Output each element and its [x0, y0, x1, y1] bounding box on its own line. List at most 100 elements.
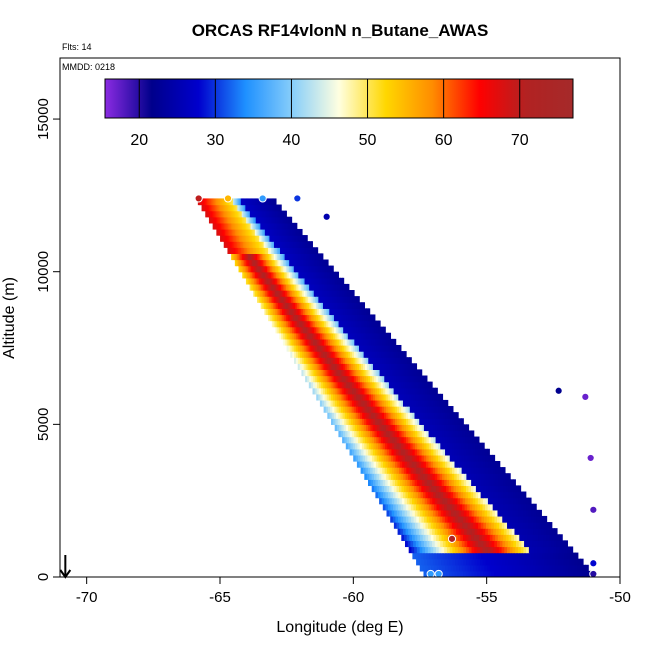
- heatmap-cell: [284, 302, 288, 309]
- heatmap-cell: [400, 503, 404, 511]
- heatmap-cell: [324, 399, 327, 407]
- heatmap-cell: [381, 357, 385, 364]
- heatmap-cell: [568, 564, 572, 572]
- heatmap-cell: [541, 522, 545, 529]
- heatmap-cell: [273, 228, 276, 236]
- heatmap-cell: [573, 570, 577, 577]
- heatmap-cell: [417, 534, 421, 541]
- heatmap-cell: [279, 216, 282, 224]
- heatmap-cell: [438, 522, 442, 529]
- heatmap-cell: [456, 552, 460, 560]
- heatmap-cell: [325, 290, 328, 297]
- heatmap-cell: [283, 308, 287, 316]
- heatmap-cell: [374, 338, 378, 346]
- heatmap-cell: [383, 332, 386, 340]
- heatmap-cell: [351, 393, 355, 401]
- heatmap-cell: [362, 454, 366, 462]
- heatmap-cell: [399, 436, 402, 444]
- heatmap-cell: [247, 198, 250, 206]
- heatmap-cell: [385, 344, 389, 352]
- heatmap-cell: [319, 277, 322, 285]
- heatmap-cell: [393, 473, 397, 480]
- heatmap-cell: [304, 308, 308, 316]
- heatmap-cell: [265, 259, 269, 267]
- heatmap-cell: [451, 503, 455, 511]
- heatmap-cell: [236, 247, 239, 254]
- heatmap-cell: [436, 412, 440, 419]
- heatmap-cell: [294, 277, 297, 285]
- heatmap-cell: [329, 412, 333, 419]
- heatmap-cell: [376, 375, 379, 383]
- heatmap-cell: [508, 570, 512, 577]
- heatmap-cell: [331, 387, 334, 395]
- heatmap-cell: [339, 387, 343, 395]
- heatmap-cell: [288, 320, 291, 328]
- heatmap-cell: [527, 528, 532, 535]
- heatmap-cell: [360, 302, 364, 309]
- heatmap-cell: [479, 546, 484, 554]
- heatmap-cell: [485, 503, 489, 511]
- heatmap-cell: [389, 467, 393, 474]
- heatmap-cell: [307, 363, 311, 370]
- sample-point: [434, 569, 443, 577]
- heatmap-cell: [366, 363, 370, 370]
- heatmap-cell: [484, 552, 488, 560]
- heatmap-cell: [366, 344, 370, 352]
- heatmap-cell: [327, 406, 331, 413]
- heatmap-cell: [302, 320, 305, 328]
- heatmap-cell: [375, 332, 379, 340]
- heatmap-cell: [329, 302, 333, 309]
- heatmap-cell: [440, 442, 444, 450]
- heatmap-cell: [505, 485, 509, 493]
- heatmap-cell: [301, 357, 305, 364]
- heatmap-cell: [318, 338, 322, 346]
- heatmap-cell: [341, 387, 345, 395]
- heatmap-cell: [402, 351, 405, 358]
- heatmap-cell: [412, 387, 415, 395]
- heatmap-cell: [416, 460, 420, 468]
- heatmap-cell: [417, 479, 421, 487]
- heatmap-cell: [356, 338, 359, 346]
- heatmap-cell: [277, 296, 280, 303]
- heatmap-cell: [333, 314, 337, 322]
- heatmap-cell: [264, 216, 266, 224]
- heatmap-cell: [242, 222, 245, 230]
- heatmap-cell: [490, 528, 494, 535]
- heatmap-cell: [415, 552, 419, 560]
- heatmap-cell: [286, 277, 289, 285]
- heatmap-cell: [326, 314, 330, 322]
- heatmap-cell: [548, 534, 553, 541]
- heatmap-cell: [416, 406, 420, 413]
- heatmap-cell: [298, 247, 301, 254]
- heatmap-cell: [232, 210, 235, 218]
- heatmap-cell: [362, 357, 365, 364]
- heatmap-cell: [354, 381, 357, 389]
- heatmap-cell: [246, 222, 249, 230]
- heatmap-cell: [438, 442, 441, 450]
- heatmap-cell: [505, 570, 510, 577]
- heatmap-cell: [521, 540, 525, 548]
- heatmap-cell: [252, 265, 255, 273]
- heatmap-cell: [311, 351, 315, 358]
- heatmap-cell: [477, 528, 481, 535]
- heatmap-cell: [347, 381, 351, 389]
- heatmap-cell: [360, 454, 364, 462]
- heatmap-cell: [275, 271, 279, 279]
- heatmap-cell: [269, 253, 272, 261]
- heatmap-cell: [409, 497, 413, 505]
- heatmap-cell: [435, 436, 439, 444]
- heatmap-cell: [452, 424, 456, 432]
- heatmap-cell: [414, 412, 418, 419]
- heatmap-cell: [430, 430, 434, 438]
- heatmap-cell: [307, 344, 311, 352]
- heatmap-cell: [299, 271, 303, 279]
- heatmap-cell: [291, 320, 295, 328]
- heatmap-cell: [296, 314, 299, 322]
- heatmap-cell: [394, 363, 398, 370]
- heatmap-cell: [456, 509, 460, 517]
- heatmap-cell: [426, 540, 430, 548]
- heatmap-cell: [299, 357, 303, 364]
- heatmap-cell: [386, 363, 390, 370]
- heatmap-cell: [261, 216, 264, 224]
- heatmap-cell: [466, 558, 470, 566]
